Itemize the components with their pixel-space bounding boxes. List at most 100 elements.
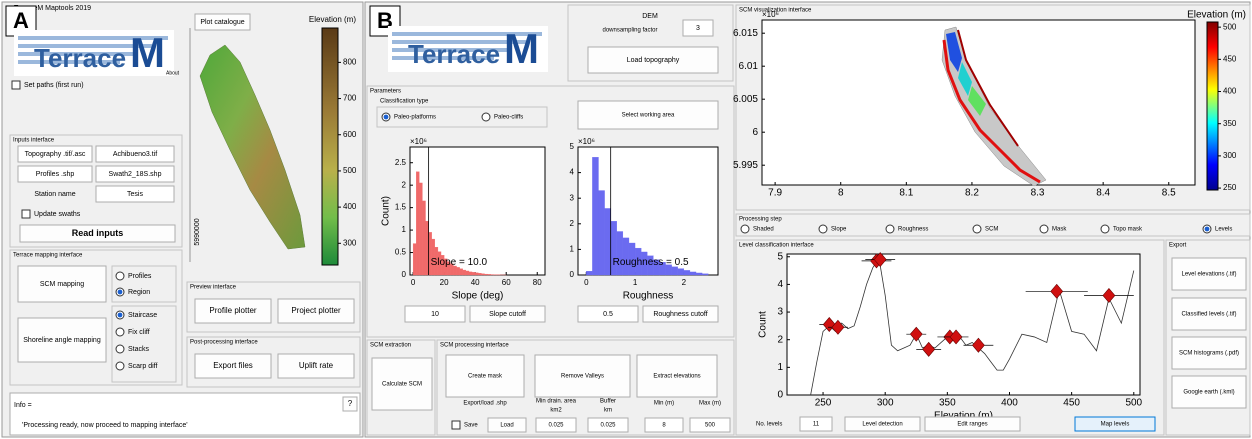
- histogram-bar: [481, 274, 484, 275]
- button-label: Profile plotter: [209, 306, 256, 315]
- radio-label: Mask: [1052, 227, 1067, 233]
- radio-label: Profiles: [128, 273, 152, 280]
- y-tick-label: 2.5: [395, 158, 407, 167]
- x-axis-label: Slope (deg): [452, 291, 504, 302]
- checkbox[interactable]: [452, 421, 460, 429]
- input-value: 0.5: [603, 311, 613, 318]
- y-tick-label: 2: [570, 219, 575, 228]
- logo-letter: M: [504, 25, 539, 72]
- radio-button[interactable]: [116, 272, 124, 280]
- button-label: Project plotter: [291, 306, 341, 315]
- y-tick-label: 2: [777, 334, 783, 345]
- x-tick-label: 8.5: [1162, 188, 1176, 199]
- y-tick-label: 1: [777, 362, 783, 373]
- y-tick-label: 6.01: [739, 61, 759, 72]
- radio-button[interactable]: [886, 225, 894, 233]
- radio-button[interactable]: [973, 225, 981, 233]
- radio-button[interactable]: [116, 328, 124, 336]
- y-tick-label: 5: [570, 142, 575, 151]
- histogram-bar: [488, 274, 491, 275]
- y-tick-label: 1: [402, 225, 407, 234]
- radio-button[interactable]: [1101, 225, 1109, 233]
- button-label: Map levels: [1101, 422, 1130, 428]
- histogram-bar: [484, 274, 487, 275]
- info-message: 'Processing ready, now proceed to mappin…: [22, 422, 188, 429]
- y-axis-label: Count): [381, 196, 392, 226]
- colorbar-tick-label: 350: [1223, 119, 1237, 128]
- button-label: ?: [348, 399, 353, 408]
- button-label: SCM mapping: [40, 281, 84, 288]
- y-axis-label: Count: [758, 311, 769, 338]
- checkbox[interactable]: [22, 210, 30, 218]
- panel-title: Post-processing interface: [190, 340, 258, 346]
- axis-exponent: ×10⁶: [762, 10, 779, 19]
- button-label: Roughness cutoff: [653, 311, 707, 318]
- histogram-bar: [586, 271, 592, 275]
- histogram-bar: [457, 267, 460, 275]
- colorbar-tick-label: 400: [343, 202, 357, 211]
- x-tick-label: 1: [633, 278, 638, 287]
- x-tick-label: 2: [682, 278, 687, 287]
- x-tick-label: 7.9: [768, 188, 782, 199]
- radio-label: Paleo-cliffs: [494, 115, 523, 121]
- axis-exponent: ×10⁶: [410, 137, 427, 146]
- input-value: Profiles .shp: [36, 171, 75, 178]
- x-tick-label: 40: [471, 278, 480, 287]
- histogram-bar: [413, 244, 416, 275]
- colorbar-tick-label: 500: [1223, 22, 1237, 31]
- label: Max (m): [699, 401, 721, 407]
- x-tick-label: 80: [533, 278, 542, 287]
- radio-button[interactable]: [116, 362, 124, 370]
- x-tick-label: 400: [1001, 398, 1018, 409]
- y-tick-label: 3: [570, 193, 575, 202]
- input-value: Tesis: [127, 191, 143, 198]
- radio-label: Region: [128, 289, 150, 296]
- colorbar: [1207, 22, 1218, 190]
- label: km: [604, 408, 612, 414]
- label: Min (m): [654, 401, 674, 407]
- histogram-bar: [678, 269, 684, 275]
- panel-title: Parameters: [370, 89, 401, 95]
- button-label: Select working area: [622, 113, 675, 119]
- input-value: Topography .tif/.asc: [25, 151, 86, 158]
- label: downsampling factor: [602, 28, 657, 34]
- button-label: Read inputs: [72, 228, 124, 238]
- x-tick-label: 8: [838, 188, 844, 199]
- x-tick-label: 20: [440, 278, 449, 287]
- y-tick-label: 2: [402, 180, 407, 189]
- radio-label: Scarp diff: [128, 363, 157, 370]
- checkbox[interactable]: [12, 81, 20, 89]
- radio-label: Roughness: [898, 227, 928, 233]
- panel-title: Export: [1169, 243, 1187, 249]
- colorbar-tick-label: 300: [1223, 151, 1237, 160]
- x-tick-label: 0: [584, 278, 589, 287]
- input-value: 11: [813, 422, 820, 428]
- radio-button[interactable]: [116, 345, 124, 353]
- radio-label: Shaded: [753, 227, 774, 233]
- axis-exponent: ×10⁶: [578, 137, 595, 146]
- panel-label: A: [13, 8, 29, 33]
- button-label: Slope cutoff: [489, 311, 526, 318]
- histogram-bar: [696, 273, 702, 275]
- button-label: Plot catalogue: [200, 19, 244, 26]
- x-tick-label: 60: [502, 278, 511, 287]
- y-tick-label: 4: [777, 279, 783, 290]
- checkbox-label: Update swaths: [34, 211, 81, 218]
- radio-dot: [118, 313, 123, 318]
- radio-button[interactable]: [1040, 225, 1048, 233]
- radio-button[interactable]: [482, 113, 490, 121]
- radio-button[interactable]: [741, 225, 749, 233]
- checkbox-label: Save: [464, 423, 478, 429]
- y-tick-label: 5.995: [733, 160, 758, 171]
- button-label: Calculate SCM: [382, 382, 422, 388]
- radio-dot: [118, 290, 123, 295]
- x-tick-label: 450: [1063, 398, 1080, 409]
- histogram-bar: [419, 183, 422, 275]
- radio-button[interactable]: [819, 225, 827, 233]
- button-label: Edit ranges: [957, 422, 987, 428]
- y-tick-label: 3: [777, 307, 783, 318]
- y-tick-label: 0: [402, 270, 407, 279]
- label: DEM: [642, 13, 658, 20]
- radio-dot: [1205, 227, 1210, 232]
- x-tick-label: 500: [1125, 398, 1142, 409]
